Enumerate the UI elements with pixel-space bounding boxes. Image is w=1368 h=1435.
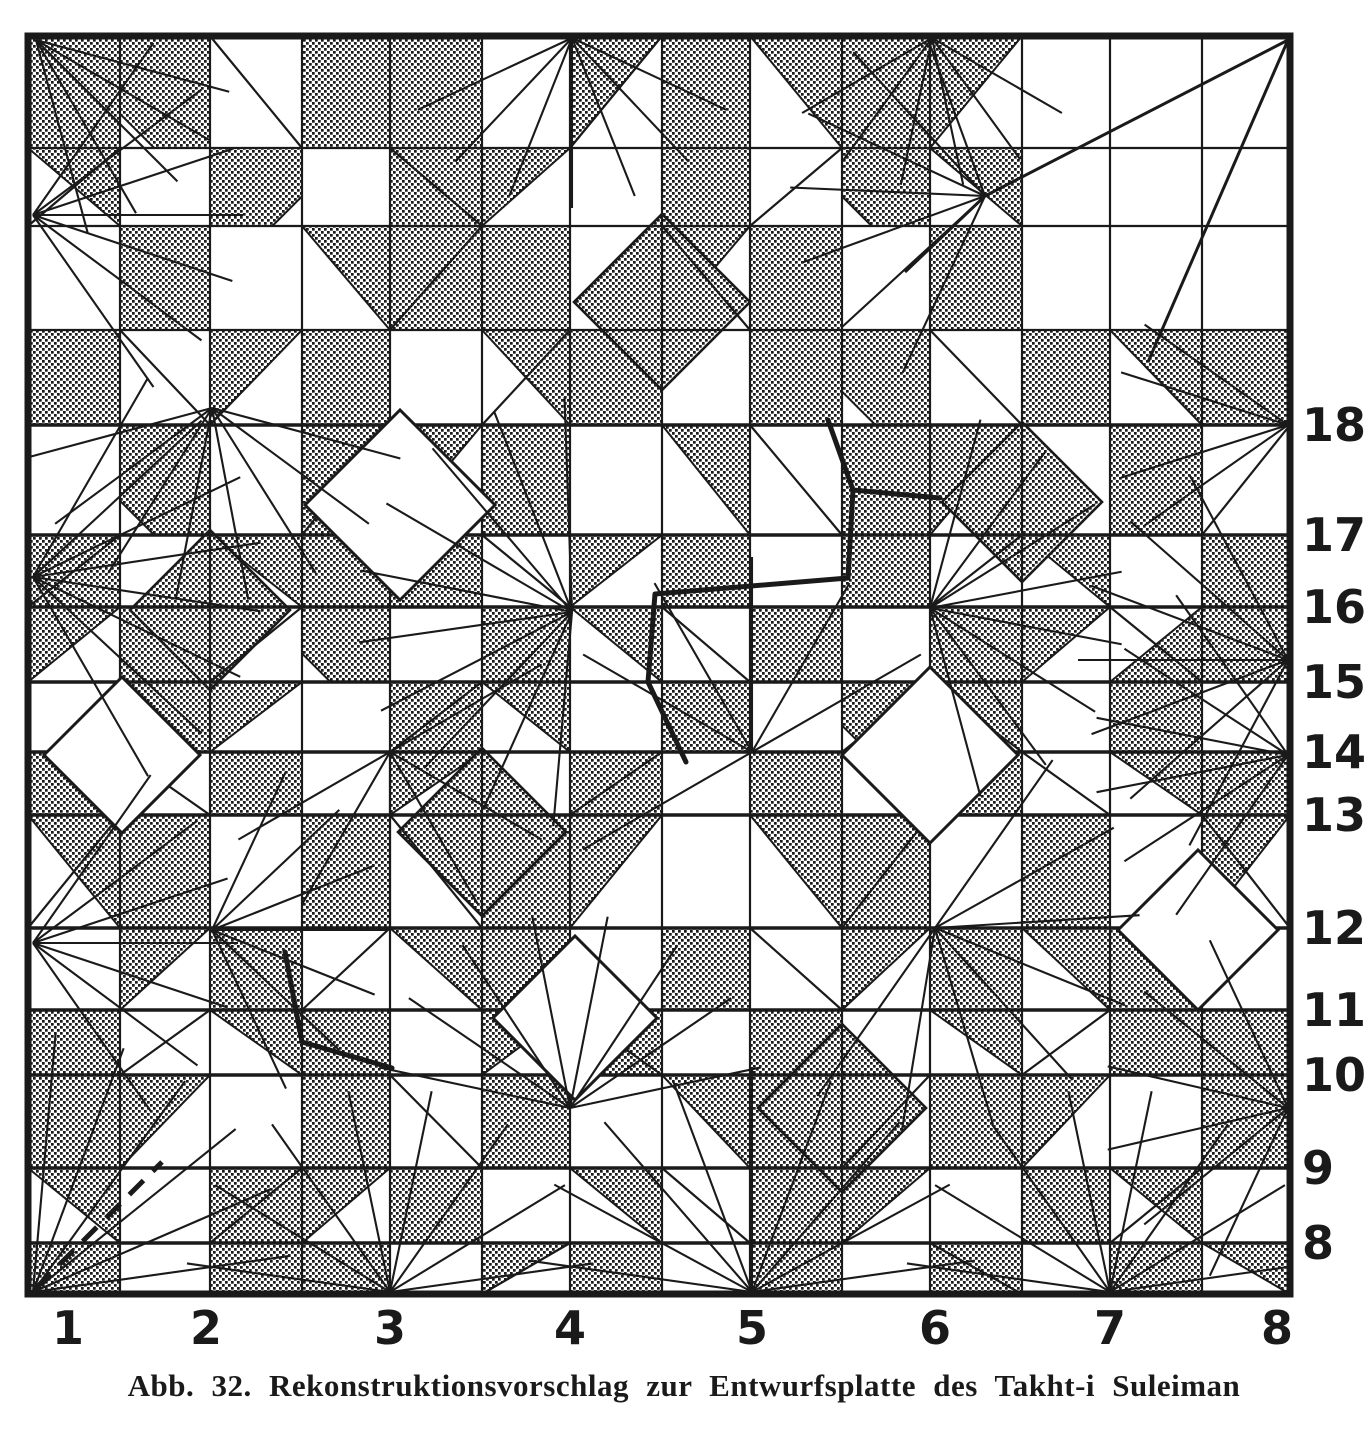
fragment-contour-lines	[282, 417, 943, 1071]
right-axis-label: 11	[1302, 983, 1366, 1037]
right-axis-label: 17	[1302, 508, 1366, 562]
line-fans	[28, 36, 1290, 1294]
dashed-line	[34, 1160, 164, 1290]
right-axis-label: 10	[1302, 1048, 1366, 1102]
right-axis-label: 8	[1302, 1216, 1334, 1270]
right-axis-label: 9	[1302, 1141, 1334, 1195]
bottom-axis-label: 7	[1094, 1301, 1126, 1355]
figure-caption: Abb. 32. Rekonstruktionsvorschlag zur En…	[127, 1368, 1241, 1403]
plate-interior	[28, 36, 1290, 1294]
bottom-axis-label: 1	[52, 1301, 84, 1355]
bottom-axis-label: 5	[736, 1301, 768, 1355]
right-axis-label: 14	[1302, 725, 1366, 779]
bottom-axis-label: 3	[374, 1301, 406, 1355]
right-axis-label: 12	[1302, 901, 1366, 955]
plate-border	[24, 32, 1294, 1298]
bottom-axis-label: 8	[1261, 1301, 1293, 1355]
right-axis-label: 16	[1302, 580, 1366, 634]
white-diamonds	[41, 407, 1281, 1103]
bottom-axis-label: 4	[554, 1301, 586, 1355]
right-axis-label: 15	[1302, 655, 1366, 709]
bottom-axis-label: 6	[919, 1301, 951, 1355]
right-axis-label: 18	[1302, 398, 1366, 452]
bottom-axis-label: 2	[190, 1301, 222, 1355]
corner-construction-lines	[903, 38, 1290, 363]
right-axis-label: 13	[1302, 788, 1366, 842]
